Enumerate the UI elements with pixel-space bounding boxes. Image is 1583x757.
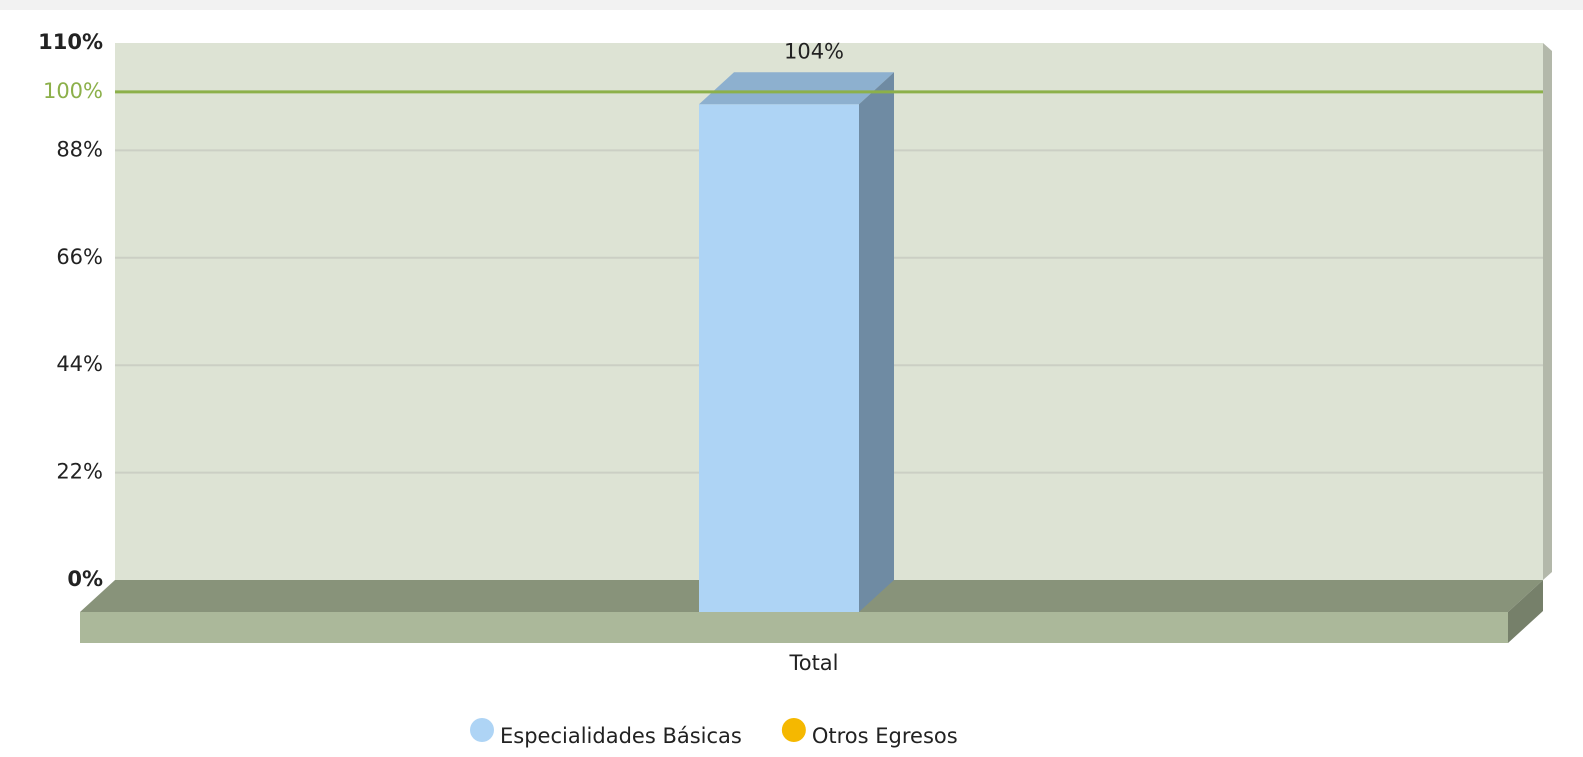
- legend-label: Otros Egresos: [812, 724, 958, 748]
- y-tick-label: 110%: [38, 30, 103, 54]
- data-label: 104%: [784, 39, 844, 63]
- bar-top: [699, 72, 894, 105]
- top-strip: [0, 0, 1583, 10]
- y-tick-label: 0%: [67, 567, 103, 591]
- x-tick-label: Total: [788, 651, 838, 675]
- y-tick-label: 88%: [56, 137, 103, 161]
- floor-side: [1508, 580, 1543, 643]
- y-tick-label: 44%: [56, 352, 103, 376]
- floor-front: [80, 612, 1508, 643]
- y-tick-label: 22%: [56, 460, 103, 484]
- bar-front: [699, 104, 859, 613]
- back-wall-side: [1543, 43, 1552, 580]
- legend-marker: [470, 718, 494, 742]
- legend-marker: [781, 718, 806, 742]
- legend-label: Especialidades Básicas: [500, 724, 742, 748]
- bar-side: [859, 72, 894, 613]
- y-tick-label: 66%: [56, 245, 103, 269]
- trend-label: 100%: [43, 79, 103, 103]
